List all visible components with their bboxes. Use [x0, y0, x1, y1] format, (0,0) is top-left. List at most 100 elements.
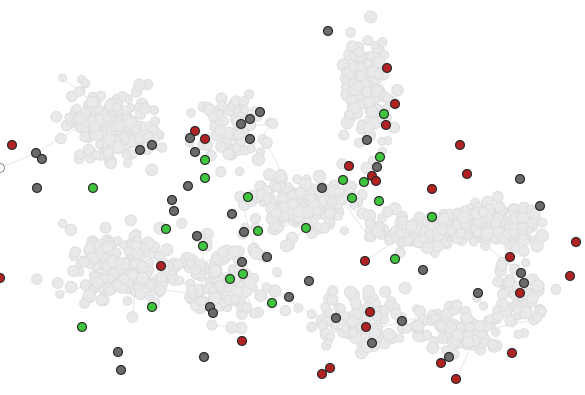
- background-node: [251, 153, 265, 167]
- background-node: [95, 294, 108, 307]
- red-node: [189, 125, 201, 137]
- background-node: [513, 329, 524, 340]
- red-node: [504, 251, 516, 263]
- highlighted-node-layer: [0, 25, 582, 385]
- background-node: [123, 158, 133, 168]
- gray-node: [182, 180, 194, 192]
- background-node: [206, 319, 218, 331]
- red-node: [450, 373, 462, 385]
- background-node: [279, 305, 291, 317]
- background-node: [317, 320, 329, 331]
- background-node: [366, 51, 376, 62]
- background-node: [402, 235, 413, 246]
- gray-node: [226, 208, 238, 220]
- green-node: [358, 176, 370, 188]
- background-node: [233, 128, 245, 141]
- background-node: [64, 223, 78, 237]
- red-node: [0, 272, 6, 284]
- background-node: [244, 89, 255, 100]
- graph-edge: [0, 152, 37, 169]
- background-node: [306, 309, 317, 320]
- gray-node: [30, 147, 42, 159]
- background-node: [133, 78, 146, 92]
- background-node: [510, 243, 521, 254]
- background-node: [364, 10, 378, 24]
- background-node: [495, 260, 508, 272]
- background-node-layer: [31, 10, 562, 362]
- background-node: [413, 211, 425, 223]
- background-node: [214, 279, 226, 291]
- background-node: [91, 150, 102, 161]
- green-node: [300, 222, 312, 234]
- green-node: [373, 195, 385, 207]
- background-node: [365, 105, 379, 119]
- background-node: [225, 321, 238, 334]
- red-node: [236, 335, 248, 347]
- background-node: [345, 27, 356, 38]
- gray-node: [515, 267, 527, 279]
- background-node: [123, 115, 137, 129]
- gray-node: [244, 113, 256, 125]
- background-node: [217, 100, 228, 112]
- green-node: [346, 192, 358, 204]
- background-node: [208, 291, 222, 305]
- gray-node: [36, 153, 48, 165]
- background-node: [279, 210, 290, 221]
- background-node: [494, 201, 506, 213]
- background-node: [262, 192, 273, 203]
- green-node: [337, 174, 349, 186]
- background-node: [190, 301, 201, 312]
- background-node: [55, 132, 67, 145]
- background-node: [464, 321, 475, 333]
- background-node: [508, 227, 519, 237]
- background-node: [532, 312, 543, 323]
- background-node: [135, 261, 148, 274]
- background-node: [344, 109, 355, 120]
- background-node: [231, 143, 242, 154]
- background-node: [312, 169, 327, 184]
- background-node: [104, 285, 116, 296]
- background-node: [287, 198, 299, 210]
- background-node: [89, 120, 102, 133]
- green-node: [87, 182, 99, 194]
- background-node: [115, 256, 125, 266]
- gray-node: [261, 251, 273, 263]
- gray-node: [371, 161, 383, 173]
- background-node: [451, 299, 463, 311]
- background-node: [57, 218, 68, 229]
- gray-node: [184, 132, 196, 144]
- gray-node: [283, 291, 295, 303]
- background-node: [274, 169, 288, 183]
- background-node: [111, 102, 122, 113]
- gray-node: [198, 351, 210, 363]
- background-node: [160, 243, 174, 257]
- gray-node: [361, 134, 373, 146]
- background-node: [312, 221, 323, 232]
- background-node: [215, 140, 227, 153]
- red-node: [380, 119, 392, 131]
- background-node: [306, 321, 318, 333]
- background-node: [473, 320, 486, 332]
- gray-node: [366, 337, 378, 349]
- background-node: [72, 103, 82, 113]
- background-node: [355, 70, 367, 82]
- background-node: [272, 267, 283, 278]
- gray-node: [236, 256, 248, 268]
- background-node: [80, 78, 91, 89]
- background-node: [279, 239, 293, 253]
- red-node: [389, 98, 401, 110]
- background-node: [271, 182, 282, 193]
- background-node: [239, 95, 250, 107]
- background-node: [437, 212, 450, 225]
- background-node: [353, 80, 364, 92]
- background-node: [339, 226, 349, 236]
- background-node: [432, 240, 444, 253]
- red-node: [343, 160, 355, 172]
- background-node: [83, 143, 95, 156]
- background-node: [145, 163, 159, 177]
- red-node: [435, 357, 447, 369]
- background-node: [155, 271, 168, 283]
- background-node: [512, 304, 523, 315]
- background-node: [306, 193, 316, 203]
